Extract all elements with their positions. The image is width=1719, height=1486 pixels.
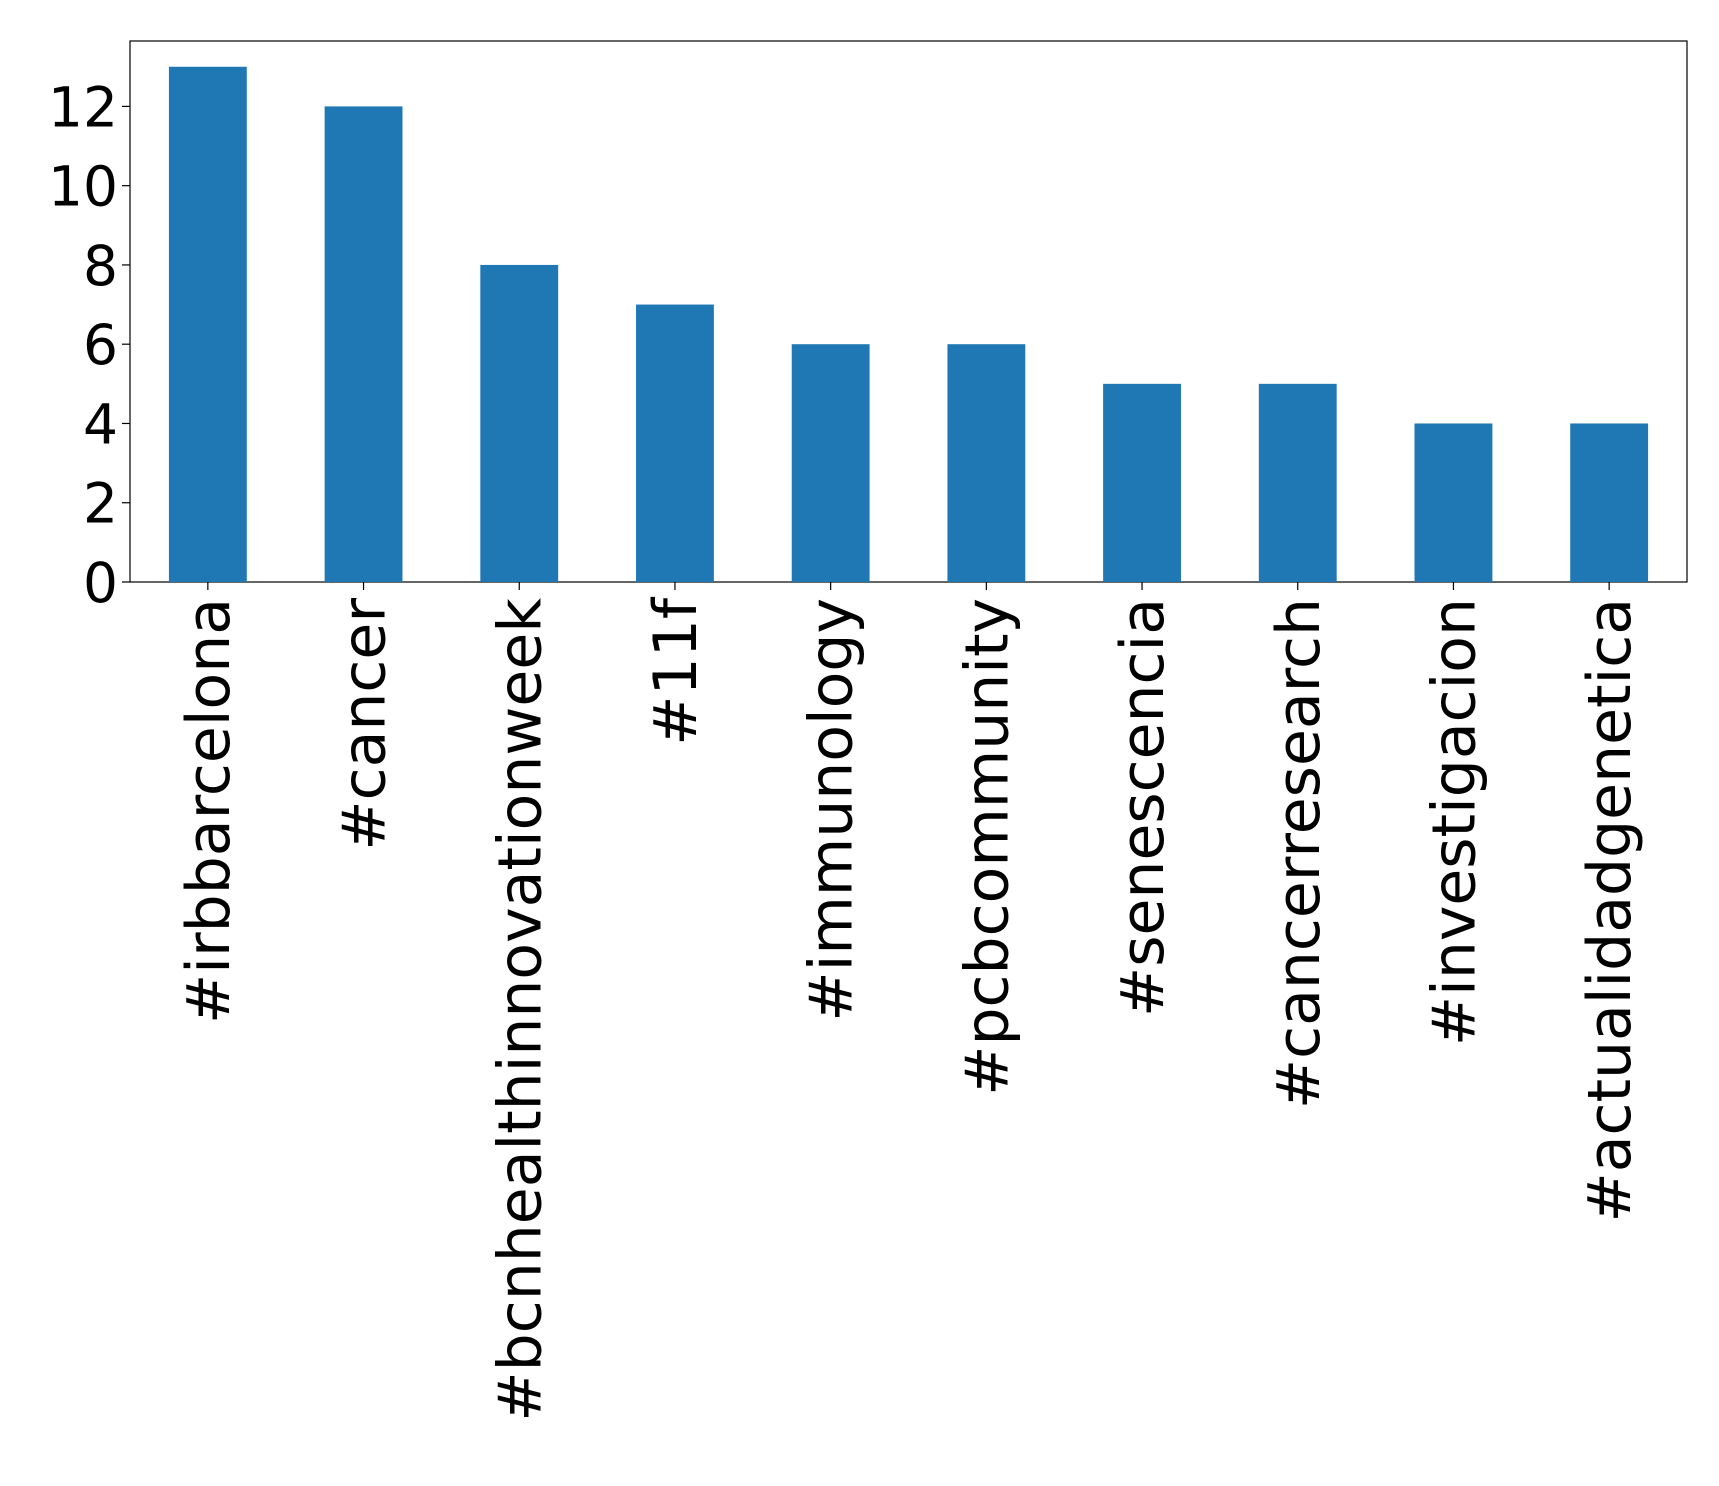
y-tick-label: 2 <box>83 472 118 536</box>
bar <box>1103 383 1181 582</box>
bar <box>636 304 714 582</box>
y-tick-label: 6 <box>83 313 118 377</box>
bar <box>1570 423 1649 582</box>
plot-frame <box>129 40 1688 583</box>
bar <box>324 106 403 583</box>
bar <box>168 66 247 582</box>
x-tick-label: #irbbarcelona <box>174 598 244 1024</box>
y-tick-label: 4 <box>83 392 118 456</box>
x-tick-label: #pcbcommunity <box>952 598 1022 1096</box>
x-tick-label: #investigacion <box>1419 598 1489 1046</box>
bar <box>1414 423 1493 582</box>
y-tick-label: 0 <box>83 551 118 615</box>
x-tick-label: #senescencia <box>1108 598 1178 1017</box>
x-tick-label: #actualidadgenetica <box>1575 598 1645 1223</box>
bar <box>791 344 870 582</box>
y-tick-label: 12 <box>48 75 118 139</box>
bar <box>947 344 1026 582</box>
x-tick-label: #11f <box>641 596 711 746</box>
x-tick-label: #cancer <box>330 598 400 851</box>
y-tick-label: 10 <box>48 155 118 219</box>
x-tick-label: #cancerresearch <box>1264 598 1334 1109</box>
x-tick-label: #immunology <box>797 598 867 1022</box>
bar <box>1258 383 1337 582</box>
y-tick-label: 8 <box>83 234 118 298</box>
bar <box>480 264 559 582</box>
x-tick-label: #bcnhealthinnovationweek <box>485 598 555 1422</box>
